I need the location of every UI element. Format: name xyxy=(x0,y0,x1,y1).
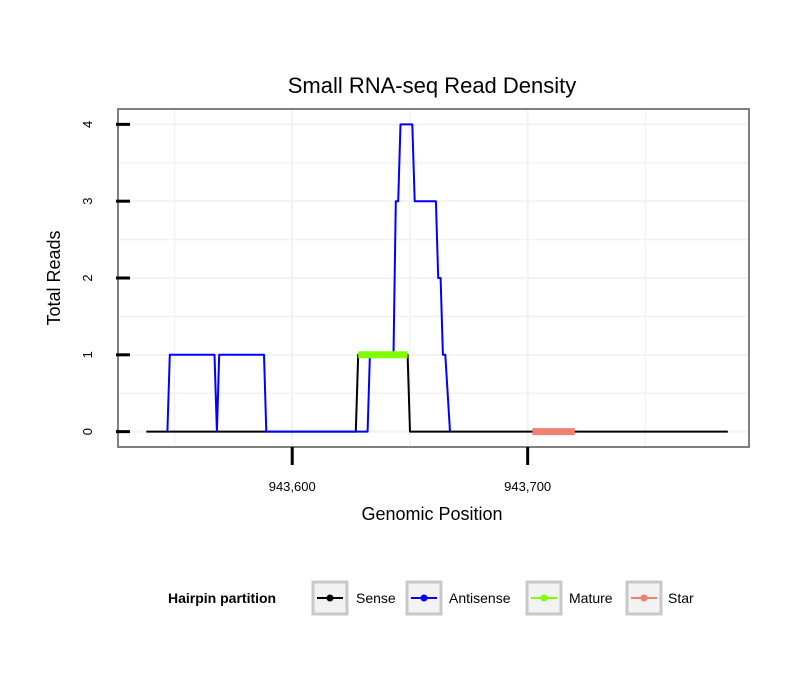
x-tick-label: 943,600 xyxy=(269,479,316,494)
x-axis: 943,600 943,700 xyxy=(269,447,551,494)
legend-key-dot xyxy=(640,594,648,602)
legend-key-dot xyxy=(420,594,428,602)
y-axis-title: Total Reads xyxy=(44,230,64,325)
legend-label-star: Star xyxy=(668,590,694,606)
y-tick-label: 4 xyxy=(80,121,95,128)
series-layer xyxy=(146,123,728,436)
y-tick-label: 1 xyxy=(80,351,95,358)
legend-label-sense: Sense xyxy=(356,590,396,606)
y-tick-label: 3 xyxy=(80,198,95,205)
legend: Hairpin partition Sense Antisense Mature St… xyxy=(168,580,694,616)
gridlines xyxy=(118,109,749,447)
y-tick-label: 0 xyxy=(80,428,95,435)
legend-title: Hairpin partition xyxy=(168,590,276,606)
x-tick-label: 943,700 xyxy=(504,479,551,494)
y-tick-label: 2 xyxy=(80,274,95,281)
chart-title: Small RNA-seq Read Density xyxy=(288,73,577,98)
legend-key-dot xyxy=(540,594,548,602)
legend-label-mature: Mature xyxy=(569,590,613,606)
series-line-antisense xyxy=(166,123,451,433)
y-axis: 0 1 2 3 4 xyxy=(80,121,130,435)
legend-label-antisense: Antisense xyxy=(449,590,511,606)
x-axis-title: Genomic Position xyxy=(361,504,502,524)
legend-key-dot xyxy=(326,594,334,602)
